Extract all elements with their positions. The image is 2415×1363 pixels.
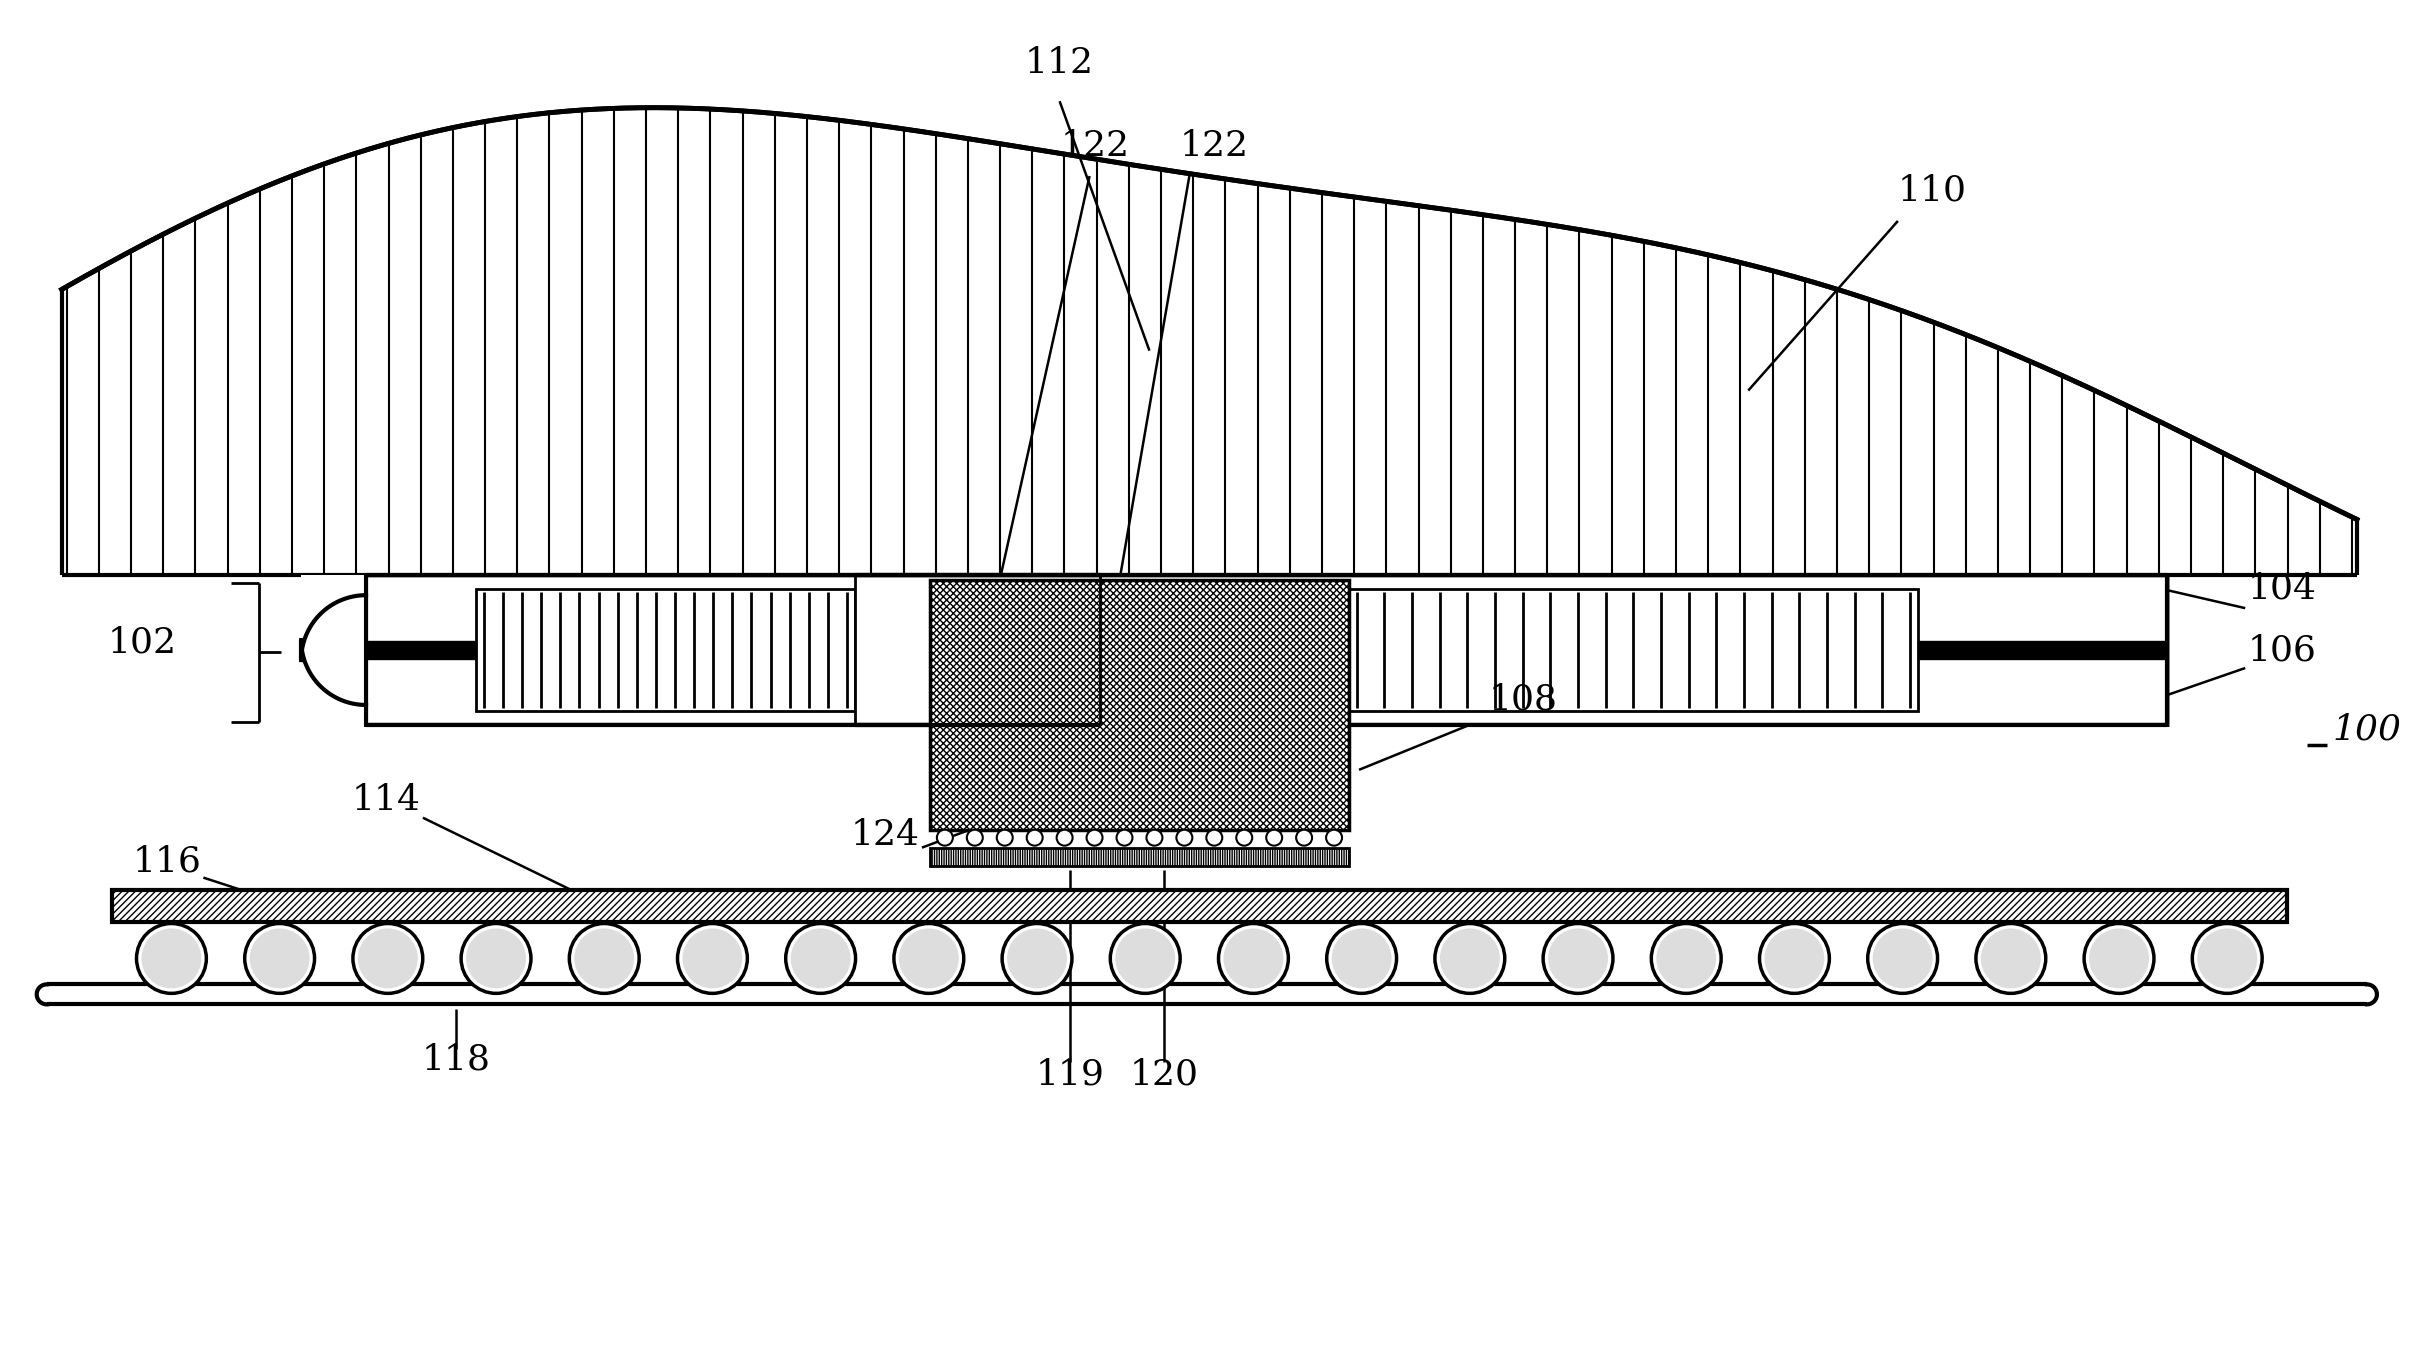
Circle shape: [1026, 830, 1043, 845]
Text: 119: 119: [1036, 1058, 1104, 1092]
Text: 110: 110: [1898, 174, 1966, 209]
Circle shape: [1058, 830, 1072, 845]
Circle shape: [937, 830, 954, 845]
Circle shape: [2193, 924, 2263, 994]
Circle shape: [461, 924, 531, 994]
Circle shape: [1111, 924, 1181, 994]
Circle shape: [249, 928, 309, 988]
Bar: [930, 848, 1350, 866]
Text: 102: 102: [106, 626, 176, 660]
Circle shape: [1543, 924, 1613, 994]
Text: 122: 122: [1179, 129, 1249, 164]
Circle shape: [1980, 928, 2041, 988]
Circle shape: [1007, 928, 1067, 988]
Circle shape: [1331, 928, 1391, 988]
Bar: [1099, 589, 1918, 711]
Text: 116: 116: [133, 845, 200, 879]
Bar: [111, 890, 2287, 921]
Circle shape: [785, 924, 855, 994]
Text: 120: 120: [1130, 1058, 1198, 1092]
Circle shape: [1326, 924, 1396, 994]
Circle shape: [1087, 830, 1104, 845]
Bar: [302, 575, 2166, 725]
Bar: [1918, 641, 2166, 660]
Bar: [111, 890, 2287, 921]
Circle shape: [1176, 830, 1193, 845]
Circle shape: [1326, 830, 1343, 845]
Circle shape: [1439, 928, 1500, 988]
Circle shape: [997, 830, 1012, 845]
Text: 114: 114: [353, 782, 420, 816]
Circle shape: [142, 928, 200, 988]
Circle shape: [466, 928, 526, 988]
Polygon shape: [63, 1, 2357, 519]
Circle shape: [357, 928, 418, 988]
Bar: [930, 581, 1350, 830]
Text: 124: 124: [850, 818, 920, 852]
Circle shape: [1265, 830, 1282, 845]
Bar: [367, 641, 476, 660]
Circle shape: [1208, 830, 1222, 845]
Circle shape: [966, 830, 983, 845]
Text: 100: 100: [2333, 713, 2401, 747]
Circle shape: [1872, 928, 1932, 988]
Circle shape: [679, 924, 746, 994]
Circle shape: [2084, 924, 2154, 994]
Circle shape: [1116, 928, 1176, 988]
Circle shape: [898, 928, 959, 988]
Circle shape: [1224, 928, 1282, 988]
Circle shape: [1761, 924, 1831, 994]
Bar: [930, 848, 1350, 866]
Text: 112: 112: [1024, 46, 1094, 80]
Circle shape: [1548, 928, 1608, 988]
Circle shape: [790, 928, 850, 988]
Circle shape: [353, 924, 423, 994]
Circle shape: [1765, 928, 1823, 988]
Bar: [930, 581, 1350, 830]
Circle shape: [1867, 924, 1937, 994]
Circle shape: [1147, 830, 1162, 845]
Text: 122: 122: [1060, 129, 1130, 164]
Text: 118: 118: [420, 1043, 490, 1077]
Circle shape: [1220, 924, 1287, 994]
Circle shape: [570, 924, 640, 994]
Circle shape: [1236, 830, 1253, 845]
Circle shape: [1657, 928, 1717, 988]
Circle shape: [1002, 924, 1072, 994]
Circle shape: [575, 928, 635, 988]
Circle shape: [1975, 924, 2046, 994]
Circle shape: [2089, 928, 2149, 988]
Bar: [476, 589, 855, 711]
Circle shape: [2198, 928, 2258, 988]
Circle shape: [1116, 830, 1133, 845]
Text: 106: 106: [2248, 632, 2316, 667]
Circle shape: [138, 924, 205, 994]
Circle shape: [1297, 830, 1311, 845]
Text: 108: 108: [1488, 683, 1558, 717]
Circle shape: [894, 924, 964, 994]
Circle shape: [1652, 924, 1722, 994]
Circle shape: [1435, 924, 1505, 994]
Circle shape: [244, 924, 314, 994]
Bar: [855, 577, 1099, 724]
Bar: [302, 575, 2166, 725]
Text: 104: 104: [2248, 571, 2316, 605]
Circle shape: [683, 928, 741, 988]
